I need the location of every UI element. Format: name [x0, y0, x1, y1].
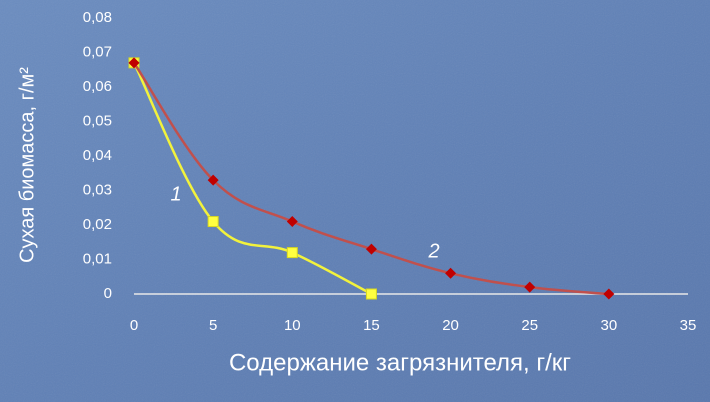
- series-label: 1: [170, 183, 181, 205]
- x-tick-label: 10: [284, 317, 301, 334]
- marker: [207, 216, 219, 228]
- y-tick-label: 0,02: [83, 216, 112, 233]
- marker: [286, 247, 298, 259]
- y-tick-label: 0,03: [83, 181, 112, 198]
- x-tick-label: 5: [209, 317, 217, 334]
- marker: [365, 243, 377, 255]
- x-tick-label: 20: [442, 317, 459, 334]
- y-tick-label: 0,05: [83, 112, 112, 129]
- marker: [207, 174, 219, 186]
- marker: [603, 288, 615, 300]
- x-tick-label: 15: [363, 317, 380, 334]
- series-line: [132, 62, 373, 296]
- y-tick-label: 0,07: [83, 43, 112, 60]
- y-axis-title: Сухая биомасса, г/м²: [16, 67, 38, 263]
- marker: [365, 288, 377, 300]
- y-tick-label: 0,04: [83, 147, 112, 164]
- marker: [445, 267, 457, 279]
- y-tick-label: 0,01: [83, 250, 112, 267]
- marker: [286, 216, 298, 228]
- y-tick-label: 0,06: [83, 78, 112, 95]
- x-tick-label: 30: [601, 317, 618, 334]
- x-tick-label: 25: [521, 317, 538, 334]
- x-tick-label: 35: [680, 317, 697, 334]
- x-tick-label: 0: [130, 317, 138, 334]
- series-label: 2: [427, 240, 439, 262]
- marker: [524, 281, 536, 293]
- x-axis-title: Содержание загрязнителя, г/кг: [229, 349, 571, 376]
- y-tick-label: 0: [104, 285, 112, 302]
- marker: [128, 57, 140, 69]
- y-tick-label: 0,08: [83, 9, 112, 26]
